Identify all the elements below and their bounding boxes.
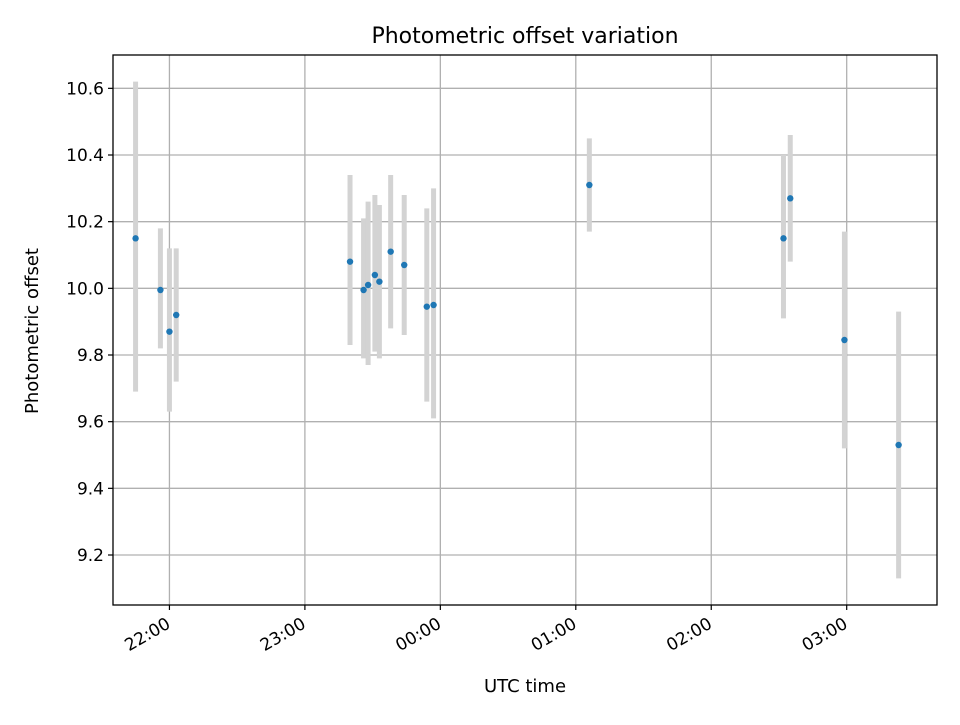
y-tick-label: 9.6 xyxy=(77,413,104,433)
data-point xyxy=(586,181,593,189)
data-point xyxy=(346,258,354,265)
data-point xyxy=(173,311,180,319)
data-point xyxy=(841,336,848,344)
y-tick-label: 10.6 xyxy=(66,79,104,99)
y-tick-label: 9.8 xyxy=(77,346,104,366)
data-point xyxy=(376,278,383,285)
data-points xyxy=(132,181,902,449)
y-tick-label: 10.4 xyxy=(66,146,104,166)
chart-title: Photometric offset variation xyxy=(371,24,678,49)
y-axis-label: Photometric offset xyxy=(22,248,43,414)
data-point xyxy=(371,271,379,279)
x-axis-label: UTC time xyxy=(484,676,566,697)
data-point xyxy=(423,303,430,310)
y-tick-label: 9.4 xyxy=(77,479,104,499)
y-tick-label: 9.2 xyxy=(77,546,104,566)
data-point xyxy=(166,328,173,335)
data-point xyxy=(787,195,794,202)
data-point xyxy=(387,248,394,255)
y-tick-label: 10.0 xyxy=(66,279,104,299)
y-axis-ticks: 9.2 9.4 9.6 9.8 10.0 10.2 10.4 10.6 xyxy=(66,79,113,566)
y-tick-label: 10.2 xyxy=(66,213,104,233)
data-point xyxy=(430,301,437,309)
data-point xyxy=(157,286,164,294)
data-point xyxy=(401,261,408,269)
data-point xyxy=(780,235,787,242)
data-point xyxy=(132,235,139,242)
data-point xyxy=(360,286,367,294)
plot-frame xyxy=(112,54,938,606)
data-point xyxy=(364,281,372,289)
data-point xyxy=(895,441,902,449)
